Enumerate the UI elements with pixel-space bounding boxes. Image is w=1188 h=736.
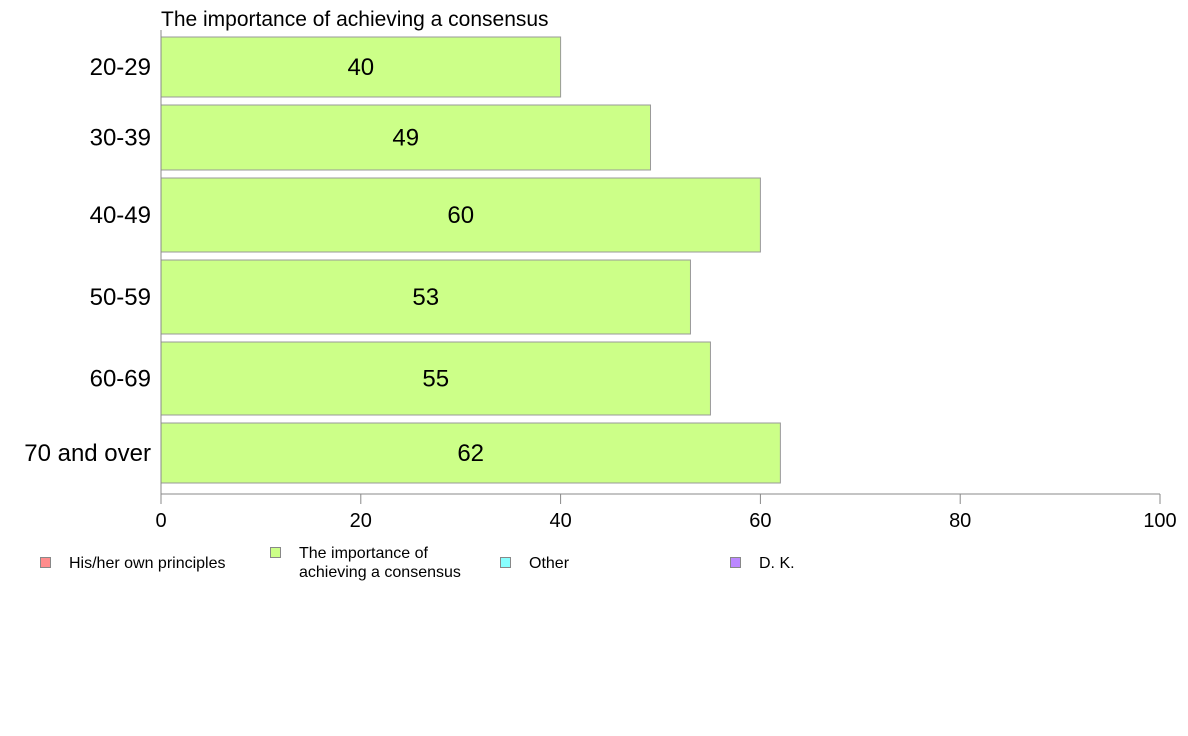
data-label: 40	[347, 54, 374, 81]
data-label: 49	[392, 125, 419, 152]
bar-50-59	[160, 259, 691, 335]
category-label: 30-39	[90, 125, 151, 152]
bar-70-and-over	[160, 422, 781, 484]
category-label: 60-69	[90, 366, 151, 393]
bar-chart: The importance of achieving a consensus …	[24, 8, 1177, 532]
legend-item-other: Other	[500, 554, 569, 573]
bars-group: 40 49 60 53 55 62	[160, 36, 781, 484]
legend: His/her own principles The importance of…	[0, 540, 1188, 600]
legend-swatch	[40, 557, 51, 568]
data-label: 60	[447, 202, 474, 229]
category-labels: 20-29 30-39 40-49 50-59 60-69 70 and over	[24, 54, 151, 467]
bar-40-49	[160, 177, 761, 253]
legend-swatch	[270, 547, 281, 558]
data-label: 55	[422, 366, 449, 393]
legend-item-dk: D. K.	[730, 554, 795, 573]
legend-label: D. K.	[759, 555, 795, 572]
x-tick-label: 40	[549, 510, 571, 532]
legend-swatch	[500, 557, 511, 568]
data-label: 62	[457, 440, 484, 467]
bar-60-69	[160, 341, 711, 416]
category-label: 70 and over	[24, 440, 151, 467]
legend-label: Other	[529, 555, 570, 572]
legend-label: His/her own principles	[69, 555, 226, 572]
chart-title: The importance of achieving a consensus	[161, 8, 549, 31]
bar-30-39	[160, 104, 652, 171]
x-tick-label: 60	[749, 510, 771, 532]
category-label: 50-59	[90, 284, 151, 311]
category-label: 40-49	[90, 202, 151, 229]
x-tick-label: 100	[1143, 510, 1176, 532]
legend-swatch	[730, 557, 741, 568]
bar-20-29	[160, 36, 562, 98]
x-tick-label: 20	[350, 510, 372, 532]
legend-item-consensus: The importance of achieving a consensus	[270, 544, 461, 582]
data-label: 53	[412, 284, 439, 311]
x-axis: 0 20 40 60 80 100	[155, 30, 1177, 532]
legend-item-principles: His/her own principles	[40, 554, 226, 573]
category-label: 20-29	[90, 54, 151, 81]
legend-label: The importance of achieving a consensus	[299, 545, 461, 581]
x-tick-label: 0	[155, 510, 166, 532]
x-tick-label: 80	[949, 510, 971, 532]
